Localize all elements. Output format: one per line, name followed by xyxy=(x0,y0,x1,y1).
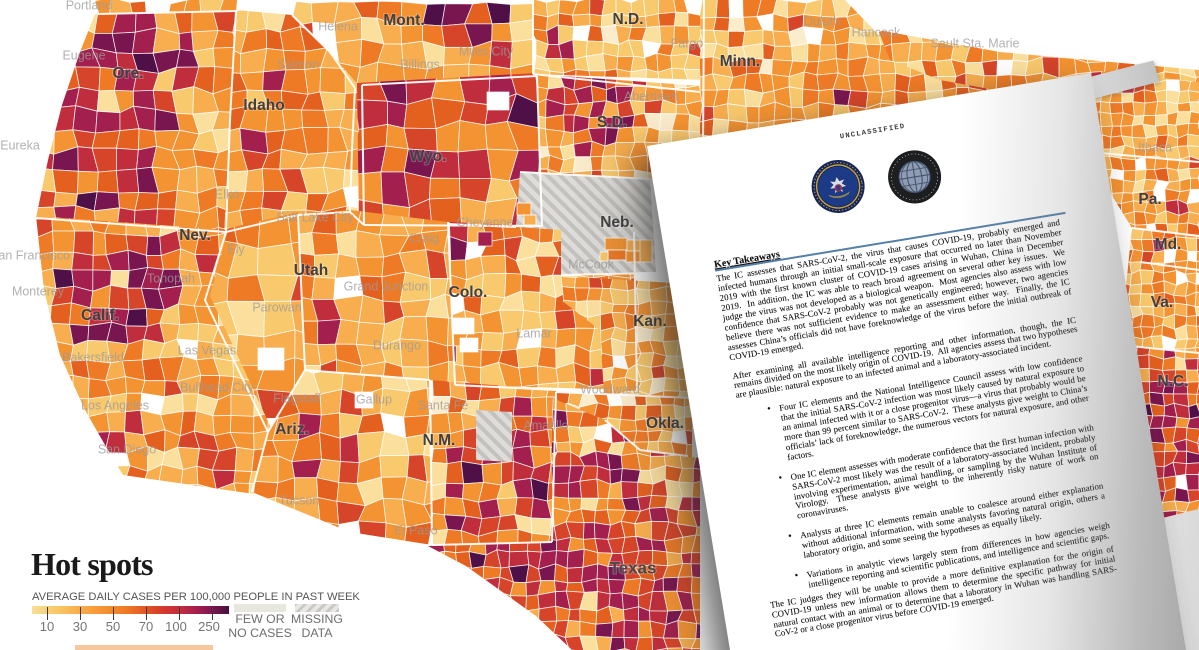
svg-text:Eureka: Eureka xyxy=(0,138,40,152)
svg-text:N.M.: N.M. xyxy=(423,432,456,449)
svg-text:Las Vegas: Las Vegas xyxy=(178,343,236,357)
svg-text:Hancock: Hancock xyxy=(852,25,901,39)
svg-text:Ore.: Ore. xyxy=(112,65,143,82)
svg-text:Utah: Utah xyxy=(294,262,328,279)
svg-text:Neb.: Neb. xyxy=(600,214,634,231)
svg-text:Mont.: Mont. xyxy=(383,12,424,29)
svg-text:Los Angeles: Los Angeles xyxy=(81,398,149,412)
svg-text:Ely: Ely xyxy=(227,242,245,256)
svg-text:Ithaca: Ithaca xyxy=(1138,140,1172,154)
svg-text:Salt Lake City: Salt Lake City xyxy=(276,210,354,224)
svg-text:Amarillo: Amarillo xyxy=(523,418,568,432)
svg-text:Colo.: Colo. xyxy=(449,284,488,301)
svg-text:Helena: Helena xyxy=(318,19,358,33)
svg-text:Ariz.: Ariz. xyxy=(275,421,309,438)
svg-text:McCook: McCook xyxy=(568,257,615,271)
svg-text:Fargo: Fargo xyxy=(671,36,704,50)
svg-text:Eugene: Eugene xyxy=(62,48,105,62)
svg-text:Nev.: Nev. xyxy=(179,227,211,244)
svg-text:Flagstaff: Flagstaff xyxy=(273,391,321,405)
svg-text:Lamar: Lamar xyxy=(516,326,551,340)
svg-text:Texas: Texas xyxy=(610,558,657,577)
svg-text:Santa Fe: Santa Fe xyxy=(418,398,469,412)
svg-text:Va.: Va. xyxy=(1151,294,1173,311)
svg-text:Okla.: Okla. xyxy=(646,415,684,432)
svg-text:El Paso: El Paso xyxy=(394,523,437,537)
svg-text:San Francisco: San Francisco xyxy=(0,248,70,262)
svg-text:Sault Sta. Marie: Sault Sta. Marie xyxy=(931,36,1020,50)
svg-text:Tucson: Tucson xyxy=(279,493,320,507)
svg-text:Duluth: Duluth xyxy=(804,14,840,28)
svg-text:Billings: Billings xyxy=(400,57,440,71)
svg-text:Parowan: Parowan xyxy=(252,300,301,314)
svg-text:S.D.: S.D. xyxy=(597,114,627,131)
svg-text:Elko: Elko xyxy=(215,187,239,201)
svg-text:Craig: Craig xyxy=(409,231,439,245)
svg-text:Md.: Md. xyxy=(1155,236,1182,253)
svg-text:Kan.: Kan. xyxy=(633,313,667,330)
svg-text:Idaho: Idaho xyxy=(243,97,284,114)
svg-text:Minn.: Minn. xyxy=(720,53,760,70)
svg-text:Aberdeen: Aberdeen xyxy=(624,89,678,103)
svg-text:Miles City: Miles City xyxy=(459,44,514,58)
svg-text:Salmon: Salmon xyxy=(277,57,319,71)
svg-text:N.D.: N.D. xyxy=(613,11,644,28)
svg-text:Wyo.: Wyo. xyxy=(410,148,447,165)
svg-text:Bakersfield: Bakersfield xyxy=(62,350,124,364)
svg-text:Grand Junction: Grand Junction xyxy=(344,279,429,293)
svg-text:San Diego: San Diego xyxy=(98,442,156,456)
svg-text:Woodward: Woodward xyxy=(580,382,640,396)
svg-text:Pa.: Pa. xyxy=(1138,191,1161,208)
svg-text:Bullhead City: Bullhead City xyxy=(180,380,254,394)
svg-text:Monterey: Monterey xyxy=(12,284,65,298)
svg-text:Durango: Durango xyxy=(373,338,421,352)
svg-text:N.C.: N.C. xyxy=(1158,373,1189,390)
svg-text:Calif.: Calif. xyxy=(81,307,119,324)
svg-text:Tonopah: Tonopah xyxy=(147,271,195,285)
svg-text:Gallup: Gallup xyxy=(356,392,392,406)
svg-text:Cheyenne: Cheyenne xyxy=(457,215,514,229)
svg-text:Portland: Portland xyxy=(66,0,113,12)
